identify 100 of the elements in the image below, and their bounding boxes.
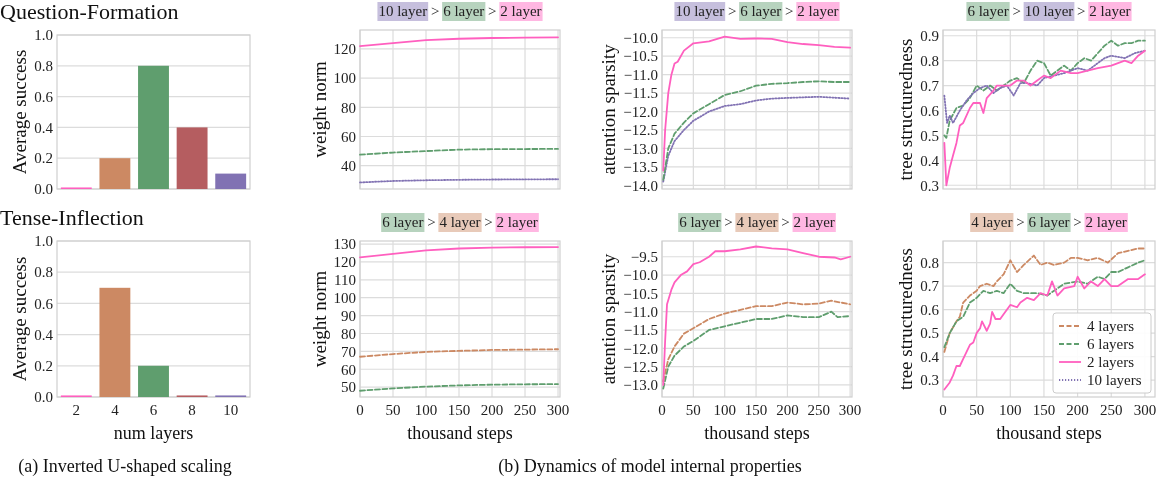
legend-label: 6 layers xyxy=(1087,336,1135,353)
y-tick-label: 0.8 xyxy=(34,58,53,75)
line-series xyxy=(359,383,559,392)
y-tick-label: 0.6 xyxy=(34,88,54,105)
y-tick-label: 60 xyxy=(341,128,356,145)
x-tick-label: 0 xyxy=(939,402,947,418)
x-tick-label: 250 xyxy=(1100,402,1123,418)
x-tick-label: 6 xyxy=(149,402,158,418)
line-series xyxy=(943,49,1146,187)
line-series xyxy=(943,273,1146,391)
y-tick-label: −13.5 xyxy=(623,159,658,176)
x-axis-title: thousand steps xyxy=(996,423,1102,443)
y-tick-label: 0.5 xyxy=(920,127,939,144)
line-series xyxy=(662,80,852,181)
x-tick-label: 100 xyxy=(999,402,1022,418)
line-series xyxy=(943,49,1146,124)
y-tick-label: 0.2 xyxy=(34,150,53,167)
y-tick-label: 0.6 xyxy=(920,301,940,318)
y-tick-label: −12.0 xyxy=(623,340,658,357)
y-tick-label: 110 xyxy=(334,272,356,289)
x-tick-label: 300 xyxy=(546,402,570,418)
y-tick-label: 0.7 xyxy=(920,77,940,94)
line-series xyxy=(943,39,1146,139)
x-tick-label: 150 xyxy=(1032,402,1056,418)
y-axis-title: attention sparsity xyxy=(598,253,620,385)
chart-title: 10 layer > 6 layer > 2 layer xyxy=(378,3,542,19)
legend-label: 4 layers xyxy=(1087,318,1135,335)
bar xyxy=(138,65,169,189)
y-tick-label: −10.5 xyxy=(623,285,658,302)
line-series xyxy=(662,299,852,383)
y-tick-label: 0.4 xyxy=(920,348,940,365)
y-tick-label: 0.8 xyxy=(34,264,53,281)
y-tick-label: 80 xyxy=(341,325,356,342)
y-tick-label: −11.5 xyxy=(623,85,658,102)
y-tick-label: 100 xyxy=(333,70,356,87)
x-tick-label: 100 xyxy=(713,402,736,418)
y-tick-label: 0.0 xyxy=(34,181,53,198)
bar xyxy=(99,158,131,189)
y-tick-label: 0.0 xyxy=(34,389,53,406)
text: (a) Inverted U-shaped scaling xyxy=(18,456,232,477)
y-tick-label: −12.5 xyxy=(623,358,658,375)
chart-title: 10 layer > 6 layer > 2 layer xyxy=(675,3,839,19)
y-axis-title: weight norm xyxy=(308,61,330,158)
bar xyxy=(99,287,131,397)
x-tick-label: 300 xyxy=(1133,402,1157,418)
y-tick-label: 50 xyxy=(341,379,356,396)
legend-label: 2 layers xyxy=(1087,354,1135,371)
line-series xyxy=(662,95,852,183)
y-axis-title: Average success xyxy=(8,49,30,175)
x-tick-label: 50 xyxy=(969,402,985,418)
y-tick-label: −13.0 xyxy=(623,377,658,394)
y-axis-title: attention sparsity xyxy=(598,43,620,175)
y-tick-label: 60 xyxy=(341,361,356,378)
y-tick-label: 0.7 xyxy=(920,278,940,295)
y-tick-label: 0.4 xyxy=(34,326,54,343)
y-tick-label: 1.0 xyxy=(34,27,53,44)
y-tick-label: 0.3 xyxy=(920,177,939,194)
y-tick-label: 0.6 xyxy=(34,295,54,312)
y-tick-label: −12.5 xyxy=(623,122,658,139)
x-tick-label: 50 xyxy=(685,402,701,418)
x-tick-label: 100 xyxy=(414,402,438,418)
y-tick-label: 0.4 xyxy=(34,119,54,136)
bar xyxy=(176,127,208,189)
x-tick-label: 150 xyxy=(744,402,768,418)
y-tick-label: −12.0 xyxy=(623,103,658,120)
bar xyxy=(138,365,169,397)
y-tick-label: 120 xyxy=(333,254,356,271)
x-tick-label: 200 xyxy=(776,402,799,418)
y-tick-label: 80 xyxy=(341,99,356,116)
chart-title: 6 layer > 10 layer > 2 layer xyxy=(967,3,1131,19)
x-tick-label: 200 xyxy=(480,402,504,418)
chart-title: Tense-Inflection xyxy=(0,205,144,230)
x-tick-label: 10 xyxy=(223,402,239,418)
y-tick-label: 100 xyxy=(333,289,356,306)
y-tick-label: −10.5 xyxy=(623,48,658,65)
y-tick-label: 0.6 xyxy=(920,102,940,119)
x-axis-title: num layers xyxy=(113,423,194,443)
x-tick-label: 0 xyxy=(658,402,666,418)
y-tick-label: 0.8 xyxy=(920,254,939,271)
x-tick-label: 50 xyxy=(385,402,401,418)
y-axis-title: tree structuredness xyxy=(894,248,916,390)
line-series xyxy=(943,247,1146,353)
chart-title: Question-Formation xyxy=(0,0,179,24)
chart-title: 4 layer > 6 layer > 2 layer xyxy=(971,214,1127,230)
y-tick-label: 0.2 xyxy=(34,358,53,375)
y-tick-label: −13.0 xyxy=(623,140,658,157)
x-tick-label: 8 xyxy=(188,402,196,418)
x-tick-label: 250 xyxy=(513,402,537,418)
line-series xyxy=(359,348,559,358)
x-tick-label: 200 xyxy=(1066,402,1089,418)
y-tick-label: 40 xyxy=(341,157,356,174)
line-series xyxy=(662,310,852,390)
chart-title: 6 layer > 4 layer > 2 layer xyxy=(679,214,835,230)
x-axis-title: thousand steps xyxy=(704,423,810,443)
x-tick-label: 250 xyxy=(807,402,831,418)
y-tick-label: −10.0 xyxy=(623,267,658,284)
y-tick-label: −11.0 xyxy=(623,66,658,83)
y-tick-label: 120 xyxy=(333,41,356,58)
y-axis-title: Average success xyxy=(8,256,30,382)
legend-label: 10 layers xyxy=(1087,372,1142,389)
